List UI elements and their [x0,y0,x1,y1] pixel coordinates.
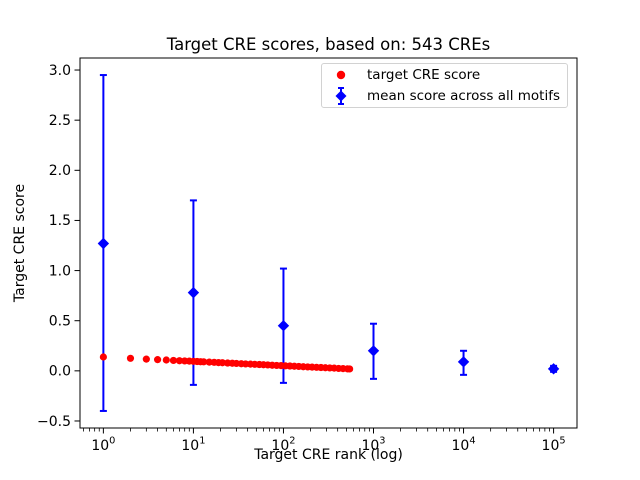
x-tick-label: 105 [542,436,566,455]
mean-score-point [457,356,470,368]
blue-diamond-marker [330,86,352,106]
x-tick-label: 102 [271,436,295,455]
x-tick-label: 101 [181,436,205,455]
chart-title: Target CRE scores, based on: 543 CREs [166,35,491,54]
y-tick-label: 1.0 [49,263,71,279]
y-tick-label: 1.5 [49,213,71,229]
y-tick-label: 2.0 [49,163,71,179]
legend-label: target CRE score [367,67,481,84]
target-cre-point [126,354,135,362]
y-tick-label: 2.5 [49,113,71,129]
axes-frame [79,57,578,429]
y-tick-label: 0.5 [49,314,71,330]
mean-score-point [187,286,200,299]
red-circle-marker [330,65,352,85]
legend-entry: mean score across all motifs [322,86,567,106]
y-tick-label: −0.5 [37,414,71,430]
target-cre-point [162,356,170,364]
target-cre-point [142,355,150,363]
legend-entry: target CRE score [322,65,567,85]
red-scatter-series [99,353,354,373]
x-tick-label: 100 [91,436,115,455]
x-tick-label: 104 [452,436,476,455]
target-cre-point [169,356,178,365]
legend: target CRE score mean score across all mo… [321,63,568,108]
blue-diamond-series [97,237,560,375]
y-tick-label: 0.0 [49,364,71,380]
mean-score-point [277,320,290,332]
x-axis: 100 101 102 103 104 105 [83,428,566,455]
target-cre-point [99,353,107,361]
y-tick-label: 3.0 [49,63,71,79]
x-axis-label: Target CRE rank (log) [254,447,403,463]
target-cre-point [153,356,162,364]
target-cre-point [346,365,354,373]
target-cre-point [175,357,184,365]
target-cre-point [200,358,208,366]
legend-label: mean score across all motifs [367,87,561,104]
mean-score-point [547,363,560,375]
y-axis: 3.0 2.5 2.0 1.5 1.0 0.5 0.0 −0.5 [37,63,80,430]
x-tick-label: 103 [361,436,385,455]
mean-score-point [367,345,380,357]
mean-score-point [97,237,110,250]
target-cre-point [218,359,227,367]
